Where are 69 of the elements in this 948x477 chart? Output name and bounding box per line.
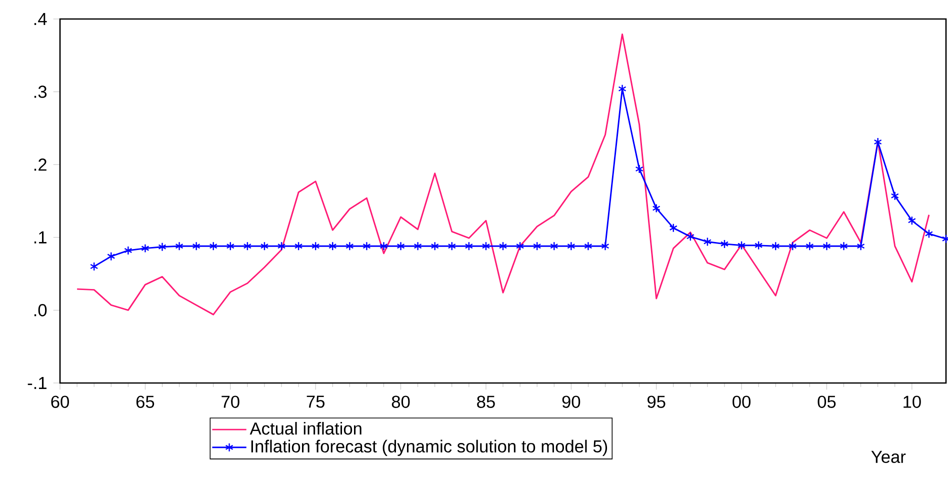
x-tick-label: 10 — [904, 396, 921, 408]
y-tick-label: .3 — [34, 86, 47, 98]
point — [874, 137, 882, 147]
point — [703, 237, 712, 246]
legend-label: Actual inflation — [250, 422, 362, 435]
point — [924, 229, 934, 238]
point — [567, 242, 576, 251]
legend-label: Inflation forecast (dynamic solution to model 5) — [251, 440, 608, 456]
y-tick-label: -.1 — [28, 377, 46, 389]
point — [754, 240, 763, 250]
point — [226, 242, 234, 251]
point — [124, 246, 132, 256]
point — [686, 232, 694, 242]
point — [498, 242, 508, 251]
point — [175, 242, 184, 251]
point — [908, 216, 916, 226]
y-tick-label: .0 — [34, 304, 47, 316]
point — [840, 242, 848, 251]
point — [346, 242, 354, 251]
y-tick-label: .1 — [34, 231, 46, 244]
point — [192, 242, 200, 251]
point — [294, 242, 303, 251]
x-tick-label: 90 — [562, 396, 580, 408]
point — [328, 242, 337, 251]
point — [533, 242, 542, 251]
x-tick-label: 65 — [136, 396, 154, 408]
point — [772, 242, 780, 251]
point — [414, 242, 422, 251]
point — [243, 242, 252, 251]
point — [635, 164, 644, 174]
x-tick-label: 70 — [222, 396, 240, 408]
x-tick-label: 80 — [392, 396, 410, 408]
point — [448, 242, 456, 251]
point — [464, 242, 473, 251]
point — [107, 252, 116, 261]
x-axis-title: Year — [871, 450, 906, 463]
x-tick-label: 95 — [648, 396, 666, 408]
x-tick-label: 05 — [818, 396, 836, 408]
y-tick-label: .4 — [34, 13, 47, 25]
point — [90, 262, 98, 272]
point — [396, 242, 405, 251]
point — [380, 242, 388, 251]
point — [601, 242, 610, 251]
point — [260, 242, 269, 251]
point — [141, 244, 150, 253]
x-tick-label: 00 — [732, 396, 751, 408]
point — [856, 242, 865, 251]
point — [158, 242, 166, 252]
point — [890, 191, 899, 200]
x-tick-label: 75 — [306, 396, 324, 408]
point — [788, 242, 797, 251]
point — [362, 242, 371, 251]
point — [737, 240, 746, 250]
point — [550, 242, 558, 251]
point — [482, 242, 490, 251]
x-tick-label: 60 — [51, 396, 69, 408]
point — [312, 242, 320, 251]
point — [516, 242, 524, 251]
point — [209, 242, 218, 251]
point — [806, 242, 814, 251]
y-tick-label: .2 — [34, 158, 46, 171]
point — [822, 242, 831, 251]
x-tick-label: 85 — [477, 396, 495, 408]
point — [652, 204, 660, 213]
point — [669, 223, 678, 233]
point — [584, 242, 592, 251]
point — [430, 242, 439, 251]
point — [277, 242, 286, 251]
point — [720, 239, 729, 249]
